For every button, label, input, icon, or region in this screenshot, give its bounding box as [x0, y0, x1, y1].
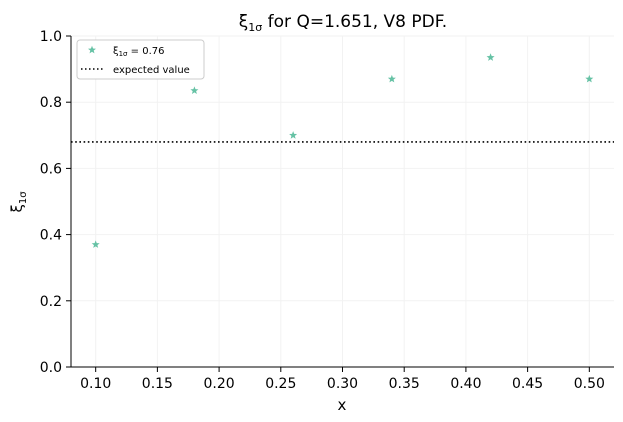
title-symbol: ξ [239, 12, 248, 32]
x-tick-label: 0.40 [450, 376, 481, 392]
x-tick-label: 0.50 [574, 376, 605, 392]
y-tick-label: 0.6 [40, 161, 62, 177]
title-subscript: 1σ [248, 21, 262, 34]
data-point-star [486, 53, 495, 61]
legend: ξ1σ = 0.76 expected value [76, 39, 205, 80]
data-point-star [289, 131, 298, 139]
y-axis-label: ξ1σ [8, 191, 29, 213]
x-tick-label: 0.15 [142, 376, 173, 392]
legend-entry-reference: expected value [113, 65, 190, 76]
y-tick-label: 0.2 [40, 294, 62, 310]
data-points [91, 53, 594, 248]
y-axis-subscript: 1σ [18, 191, 29, 204]
x-tick-label: 0.45 [512, 376, 543, 392]
chart-title: ξ1σ for Q=1.651, V8 PDF. [239, 12, 447, 34]
data-point-star [190, 86, 199, 95]
x-tick-label: 0.30 [327, 376, 358, 392]
x-axis-label: x [338, 396, 347, 414]
legend-series-value: = 0.76 [127, 46, 164, 57]
grid [71, 35, 614, 368]
y-tick-label: 1.0 [40, 29, 62, 45]
data-point-star [91, 240, 100, 248]
x-tick-label: 0.20 [204, 376, 235, 392]
y-axis-symbol: ξ [8, 204, 26, 212]
legend-series-symbol: ξ [113, 46, 119, 57]
x-tick-label: 0.10 [80, 376, 111, 392]
x-tick-label: 0.35 [389, 376, 420, 392]
legend-series-subscript: 1σ [119, 50, 128, 58]
y-tick-label: 0.0 [40, 360, 62, 376]
legend-entry-series: ξ1σ = 0.76 [113, 46, 164, 58]
y-tick-label: 0.8 [40, 95, 62, 111]
data-point-star [387, 74, 396, 83]
y-ticks: 0.0 0.2 0.4 0.6 0.8 1.0 [40, 29, 71, 376]
y-tick-label: 0.4 [40, 228, 62, 244]
title-text: for Q=1.651, V8 PDF. [262, 12, 447, 32]
legend-box [76, 39, 205, 80]
data-point-star [585, 74, 594, 83]
legend-star-icon [88, 45, 96, 54]
x-tick-label: 0.25 [265, 376, 296, 392]
x-ticks: 0.10 0.15 0.20 0.25 0.30 0.35 0.40 0.45 0.50 [80, 367, 605, 392]
